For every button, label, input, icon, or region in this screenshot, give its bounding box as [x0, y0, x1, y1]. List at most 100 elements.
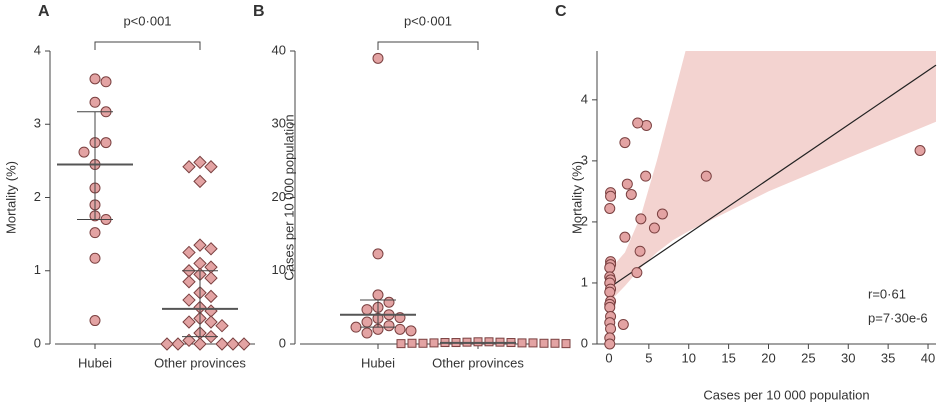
point [160, 337, 174, 351]
point [204, 289, 218, 304]
panel-label: C [555, 3, 567, 20]
point [237, 337, 251, 351]
point [182, 245, 196, 260]
y-tick-label: 0 [279, 335, 286, 350]
bracket [94, 41, 201, 50]
point [604, 301, 616, 313]
x-tick-label: Other provinces [432, 355, 524, 370]
y-axis-label: Mortality (%) [569, 161, 584, 234]
point [619, 231, 631, 243]
point [361, 304, 373, 316]
bracket [377, 41, 479, 50]
point [625, 188, 637, 200]
point [405, 325, 417, 337]
point [914, 144, 926, 156]
point [89, 73, 101, 85]
y-tick-label: 1 [34, 262, 41, 277]
point [350, 321, 362, 333]
point [539, 338, 549, 348]
y-tick-label: 0 [34, 335, 41, 350]
point [182, 333, 196, 348]
point [604, 286, 616, 298]
point [605, 323, 617, 335]
point [193, 174, 207, 189]
point [204, 304, 218, 318]
p-value: p<0·001 [123, 13, 171, 28]
y-tick-label: 2 [34, 189, 41, 204]
panel-label: B [253, 3, 265, 20]
point [632, 117, 644, 129]
x-tick-label: 35 [881, 350, 895, 365]
y-tick-label: 1 [581, 274, 588, 289]
point [561, 339, 571, 349]
stat-label: r=0·61 [868, 286, 906, 301]
point [193, 337, 207, 351]
y-axis-label: Mortality (%) [3, 161, 18, 234]
point [429, 338, 439, 348]
y-tick-label: 3 [34, 116, 41, 131]
point [89, 96, 101, 108]
point [383, 320, 395, 332]
y-axis-label: Cases per 10 000 population [281, 114, 296, 280]
point [621, 178, 633, 190]
fit-line [608, 64, 937, 289]
point [361, 327, 373, 339]
point [193, 155, 207, 170]
x-tick-label: Hubei [361, 355, 395, 370]
point [484, 337, 494, 347]
point [617, 318, 629, 330]
point [204, 271, 218, 285]
point [204, 242, 218, 256]
point [226, 337, 240, 351]
point [528, 338, 538, 348]
point [648, 222, 660, 234]
point [182, 315, 196, 329]
point [193, 256, 207, 271]
point [605, 190, 617, 202]
point [182, 160, 196, 174]
point [634, 245, 646, 257]
point [182, 293, 196, 307]
point [407, 338, 417, 348]
point [171, 337, 185, 351]
x-tick-label: 20 [761, 350, 775, 365]
point [193, 238, 207, 252]
point [604, 338, 616, 350]
point [204, 160, 218, 174]
x-tick-label: Other provinces [154, 355, 246, 370]
x-tick-label: 40 [921, 350, 935, 365]
y-tick-label: 0 [581, 335, 588, 350]
y-tick-label: 4 [581, 91, 588, 106]
point [215, 318, 229, 333]
y-tick-label: 20 [272, 189, 286, 204]
point [215, 337, 229, 351]
point [89, 227, 101, 239]
point [100, 137, 112, 149]
point [204, 315, 218, 329]
x-tick-label: 15 [721, 350, 735, 365]
point [89, 315, 101, 327]
point [372, 289, 384, 301]
point [182, 275, 196, 289]
point [372, 52, 384, 64]
point [640, 170, 652, 182]
point [635, 213, 647, 225]
point [383, 296, 395, 308]
point [418, 338, 428, 348]
point [100, 76, 112, 88]
point [656, 208, 668, 220]
y-tick-label: 4 [34, 42, 41, 57]
point [604, 202, 616, 214]
x-tick-label: 5 [645, 350, 652, 365]
stat-label: p=7·30e-6 [868, 310, 928, 325]
point [89, 252, 101, 264]
panel-label: A [38, 3, 50, 20]
point [204, 260, 218, 274]
point [619, 137, 631, 149]
point [394, 323, 406, 335]
point [604, 262, 616, 274]
point [473, 337, 483, 347]
y-tick-label: 40 [272, 42, 286, 57]
y-tick-label: 30 [272, 116, 286, 131]
confidence-band [608, 51, 936, 303]
